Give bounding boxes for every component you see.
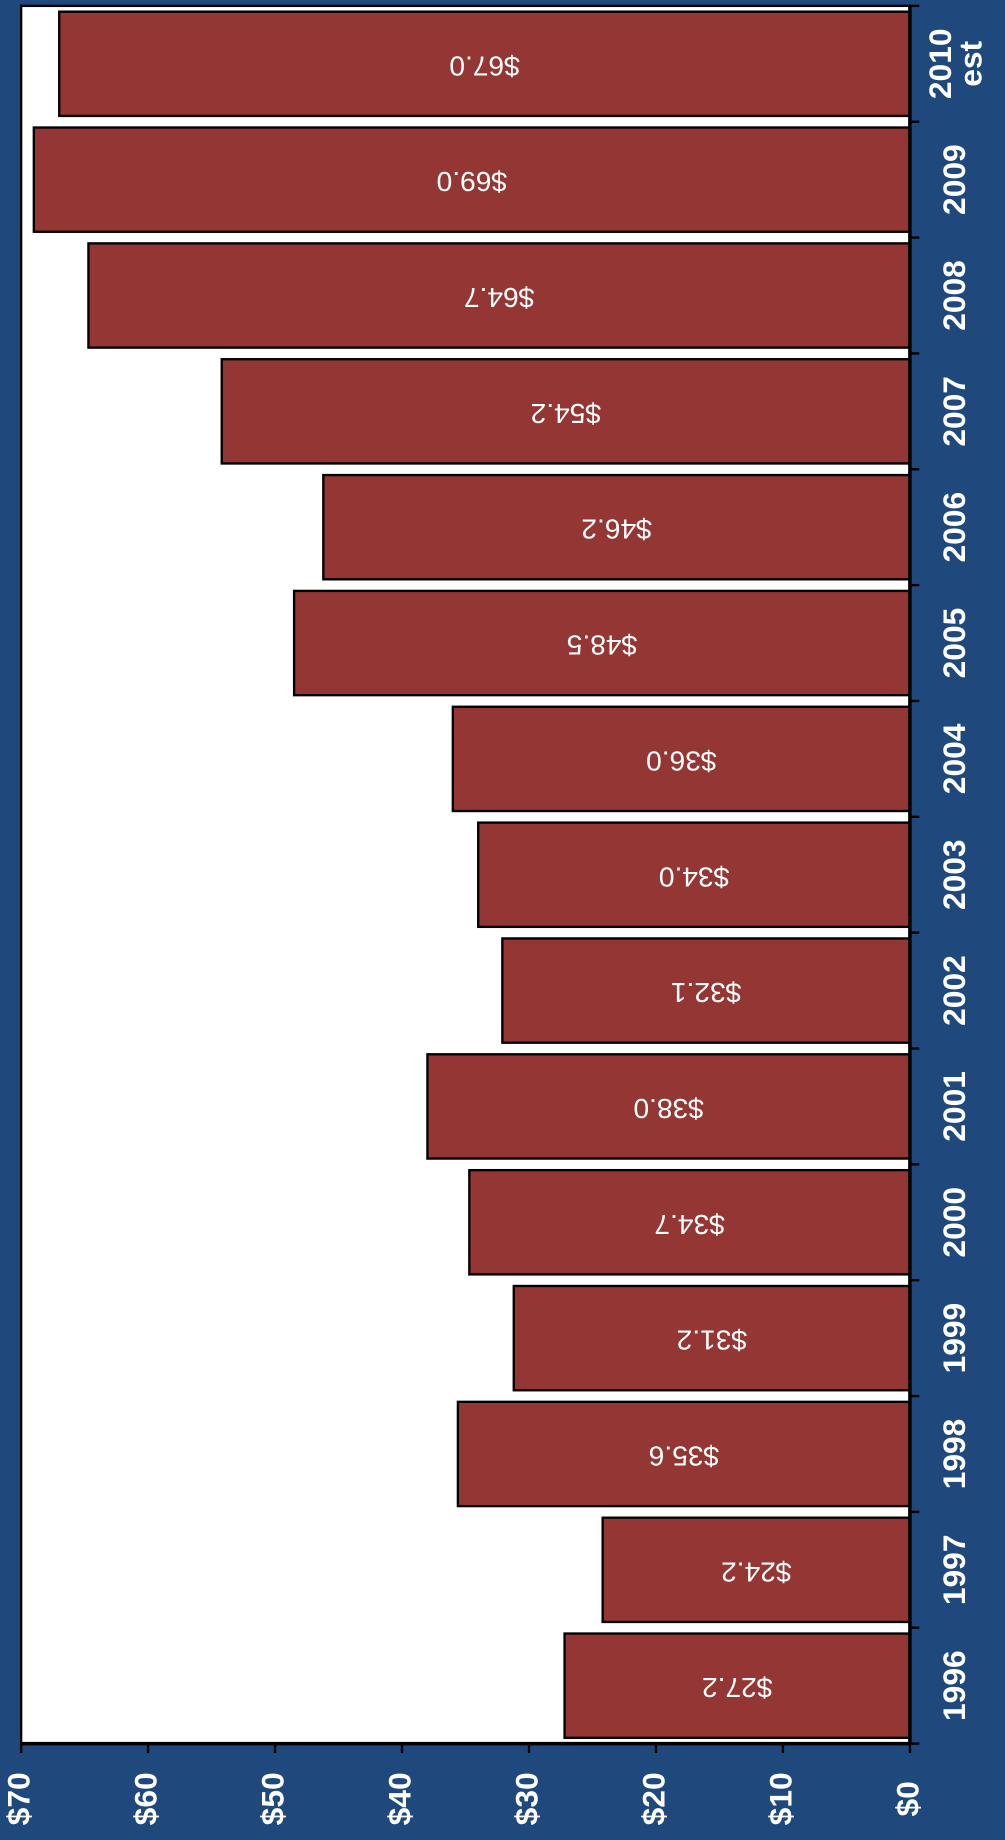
value-label: $31.2 [677, 1325, 747, 1357]
bar [87, 242, 912, 349]
y-tick-label: $10 [762, 1772, 798, 1825]
x-tick-label: 1997 [936, 1535, 972, 1606]
value-label: $36.0 [646, 745, 716, 777]
value-label: $35.6 [649, 1441, 719, 1473]
bar [58, 10, 912, 118]
value-label: $64.7 [464, 282, 534, 314]
y-tick-label: $40 [381, 1772, 417, 1825]
x-tick-label: 2000 [936, 1187, 972, 1258]
value-label: $24.2 [721, 1556, 791, 1588]
bar [468, 1168, 912, 1276]
bar [451, 705, 912, 813]
x-tick-label: 2008 [936, 260, 972, 331]
bar [426, 1053, 912, 1160]
x-tick-label: 1996 [936, 1650, 972, 1721]
y-tick-label: $60 [127, 1772, 163, 1825]
value-label: $67.0 [449, 50, 519, 82]
value-label: $54.2 [531, 398, 601, 430]
value-label: $32.1 [671, 977, 741, 1009]
bar [563, 1632, 912, 1739]
value-label: $48.5 [567, 630, 637, 662]
value-label: $38.0 [633, 1093, 703, 1125]
x-tick-label: 1999 [936, 1303, 972, 1374]
value-label: $69.0 [437, 166, 507, 198]
value-label: $34.0 [659, 861, 729, 893]
y-tick-label: $20 [635, 1772, 671, 1825]
y-tick-label: $70 [1, 1772, 37, 1825]
x-tick-label: 2010est [922, 28, 989, 99]
x-tick-label: 2007 [936, 376, 972, 447]
bar [220, 358, 912, 465]
bar [512, 1284, 912, 1392]
y-tick-label: $30 [508, 1772, 544, 1825]
x-tick-label: 2005 [936, 608, 972, 679]
x-tick-label: 2009 [936, 144, 972, 215]
bar [477, 821, 912, 929]
bar [32, 126, 912, 233]
x-tick-label: 2006 [936, 492, 972, 563]
bar [501, 937, 912, 1044]
bar [601, 1516, 912, 1624]
y-tick-label: $50 [254, 1772, 290, 1825]
x-tick-label: 2001 [936, 1071, 972, 1142]
value-label: $46.2 [581, 514, 651, 546]
bar [292, 589, 912, 697]
value-label: $34.7 [654, 1209, 724, 1241]
bar [322, 473, 912, 581]
x-tick-label: 2003 [936, 839, 972, 910]
y-tick-label: $0 [889, 1781, 925, 1816]
bar [456, 1400, 912, 1508]
value-label: $27.2 [702, 1672, 772, 1704]
x-tick-label: 2004 [936, 723, 972, 794]
x-tick-label: 2002 [936, 955, 972, 1026]
x-tick-label: 1998 [936, 1419, 972, 1490]
